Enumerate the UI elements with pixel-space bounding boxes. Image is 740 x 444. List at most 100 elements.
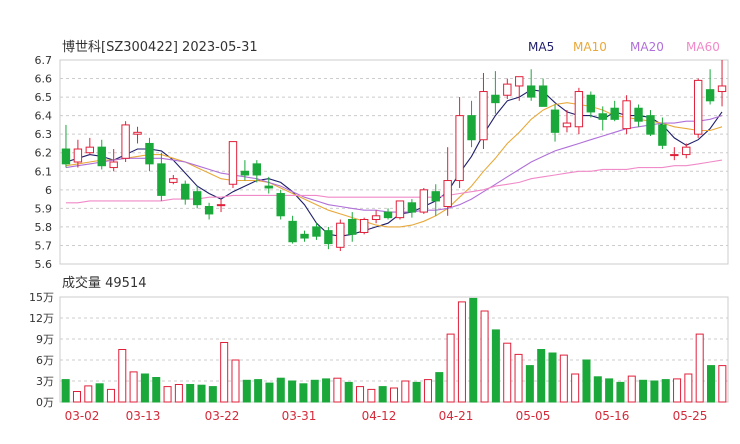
candle (419, 187, 429, 214)
candle (169, 174, 178, 185)
candle-body (419, 189, 429, 213)
candle-body (526, 85, 536, 98)
candle-body (550, 109, 560, 133)
candle (324, 226, 333, 250)
volume-bar (208, 386, 217, 403)
date-tick-label: 05-16 (595, 409, 630, 423)
candle (73, 139, 83, 168)
candle-body (610, 107, 619, 120)
candle (586, 91, 596, 118)
date-tick-label: 05-05 (516, 409, 551, 423)
volume-bars (61, 297, 727, 403)
ma-legend: MA5 MA10 MA20 MA60 (528, 40, 720, 54)
candle-body (169, 178, 178, 183)
candle (622, 95, 631, 135)
date-tick-label: 03-13 (126, 409, 161, 423)
volume-tick-label: 12万 (29, 312, 54, 325)
volume-bar (673, 378, 682, 403)
volume-bar (412, 381, 421, 403)
candle-body (109, 161, 118, 169)
volume-bar (582, 359, 591, 403)
candle-body (538, 85, 548, 107)
volume-bar (491, 329, 500, 403)
price-tick-label: 6.4 (35, 110, 53, 123)
candle (133, 126, 142, 144)
volume-bar (571, 373, 580, 403)
volume-bar (593, 376, 602, 403)
candle (550, 104, 560, 142)
volume-bar (220, 342, 229, 403)
candle (610, 100, 619, 122)
candle (646, 110, 655, 137)
price-tick-label: 6.3 (35, 128, 53, 141)
date-tick-label: 03-02 (65, 409, 100, 423)
candle-body (395, 200, 405, 219)
candle (693, 78, 703, 138)
volume-bar (718, 365, 727, 403)
candle-body (670, 154, 679, 157)
candle-body (85, 146, 95, 154)
candle-body (598, 113, 607, 120)
volume-bar (389, 387, 399, 403)
candle-body (515, 76, 524, 87)
volume-bar (684, 373, 693, 403)
volume-bar (525, 365, 534, 403)
volume-bar (333, 377, 342, 403)
candle (455, 97, 464, 188)
candle (598, 106, 607, 131)
candle (348, 212, 357, 242)
candle (109, 149, 118, 172)
date-tick-label: 04-12 (362, 409, 397, 423)
candle (717, 60, 727, 107)
legend-ma10: MA10 (573, 40, 607, 54)
volume-bar (605, 378, 614, 403)
candle-body (157, 163, 166, 196)
price-tick-label: 6.6 (35, 73, 53, 86)
price-plot-frame (59, 59, 729, 265)
candle-body (491, 94, 500, 104)
candle (503, 78, 512, 99)
candle-body (228, 141, 238, 185)
volume-bar (322, 378, 331, 403)
candle (467, 100, 476, 148)
legend-ma5: MA5 (528, 40, 554, 54)
candle-body (240, 170, 250, 176)
candle (157, 152, 166, 201)
candle-body (73, 148, 83, 163)
volume-chart-title: 成交量 49514 (62, 275, 147, 291)
volume-tick-label: 6万 (36, 354, 54, 367)
volume-bar (276, 377, 285, 403)
candle-body (574, 91, 584, 128)
volume-bar (707, 365, 716, 403)
candle-body (479, 91, 488, 141)
candle-body (336, 222, 345, 248)
price-tick-label: 5.6 (35, 258, 53, 271)
candle-body (371, 215, 381, 220)
volume-bar (559, 354, 568, 403)
volume-y-axis: 15万 12万 9万 6万 3万 0万 (29, 291, 54, 409)
candle-body (431, 191, 440, 202)
candle-body (359, 218, 369, 233)
candle-body (97, 146, 106, 167)
volume-bar (242, 379, 251, 403)
volume-bar (163, 386, 172, 403)
volume-bar (423, 379, 432, 403)
candle (562, 110, 572, 133)
candle-body (622, 100, 631, 130)
candle (538, 78, 548, 107)
price-tick-label: 5.7 (35, 239, 53, 252)
candle-body (717, 85, 727, 93)
volume-bar (95, 383, 104, 403)
candle (240, 160, 250, 181)
volume-bar (480, 310, 489, 403)
candle (634, 104, 643, 127)
candle (145, 137, 154, 172)
volume-bar (661, 379, 670, 403)
price-y-axis: 6.7 6.6 6.5 6.4 6.3 6.2 6.1 6 5.9 5.8 5.7 5.6 (35, 54, 53, 271)
volume-tick-label: 3万 (36, 375, 54, 388)
candle (443, 147, 452, 216)
price-chart-title: 博世科[SZ300422] 2023-05-31 (62, 40, 258, 55)
candle (121, 121, 130, 162)
candle-body (192, 191, 202, 206)
